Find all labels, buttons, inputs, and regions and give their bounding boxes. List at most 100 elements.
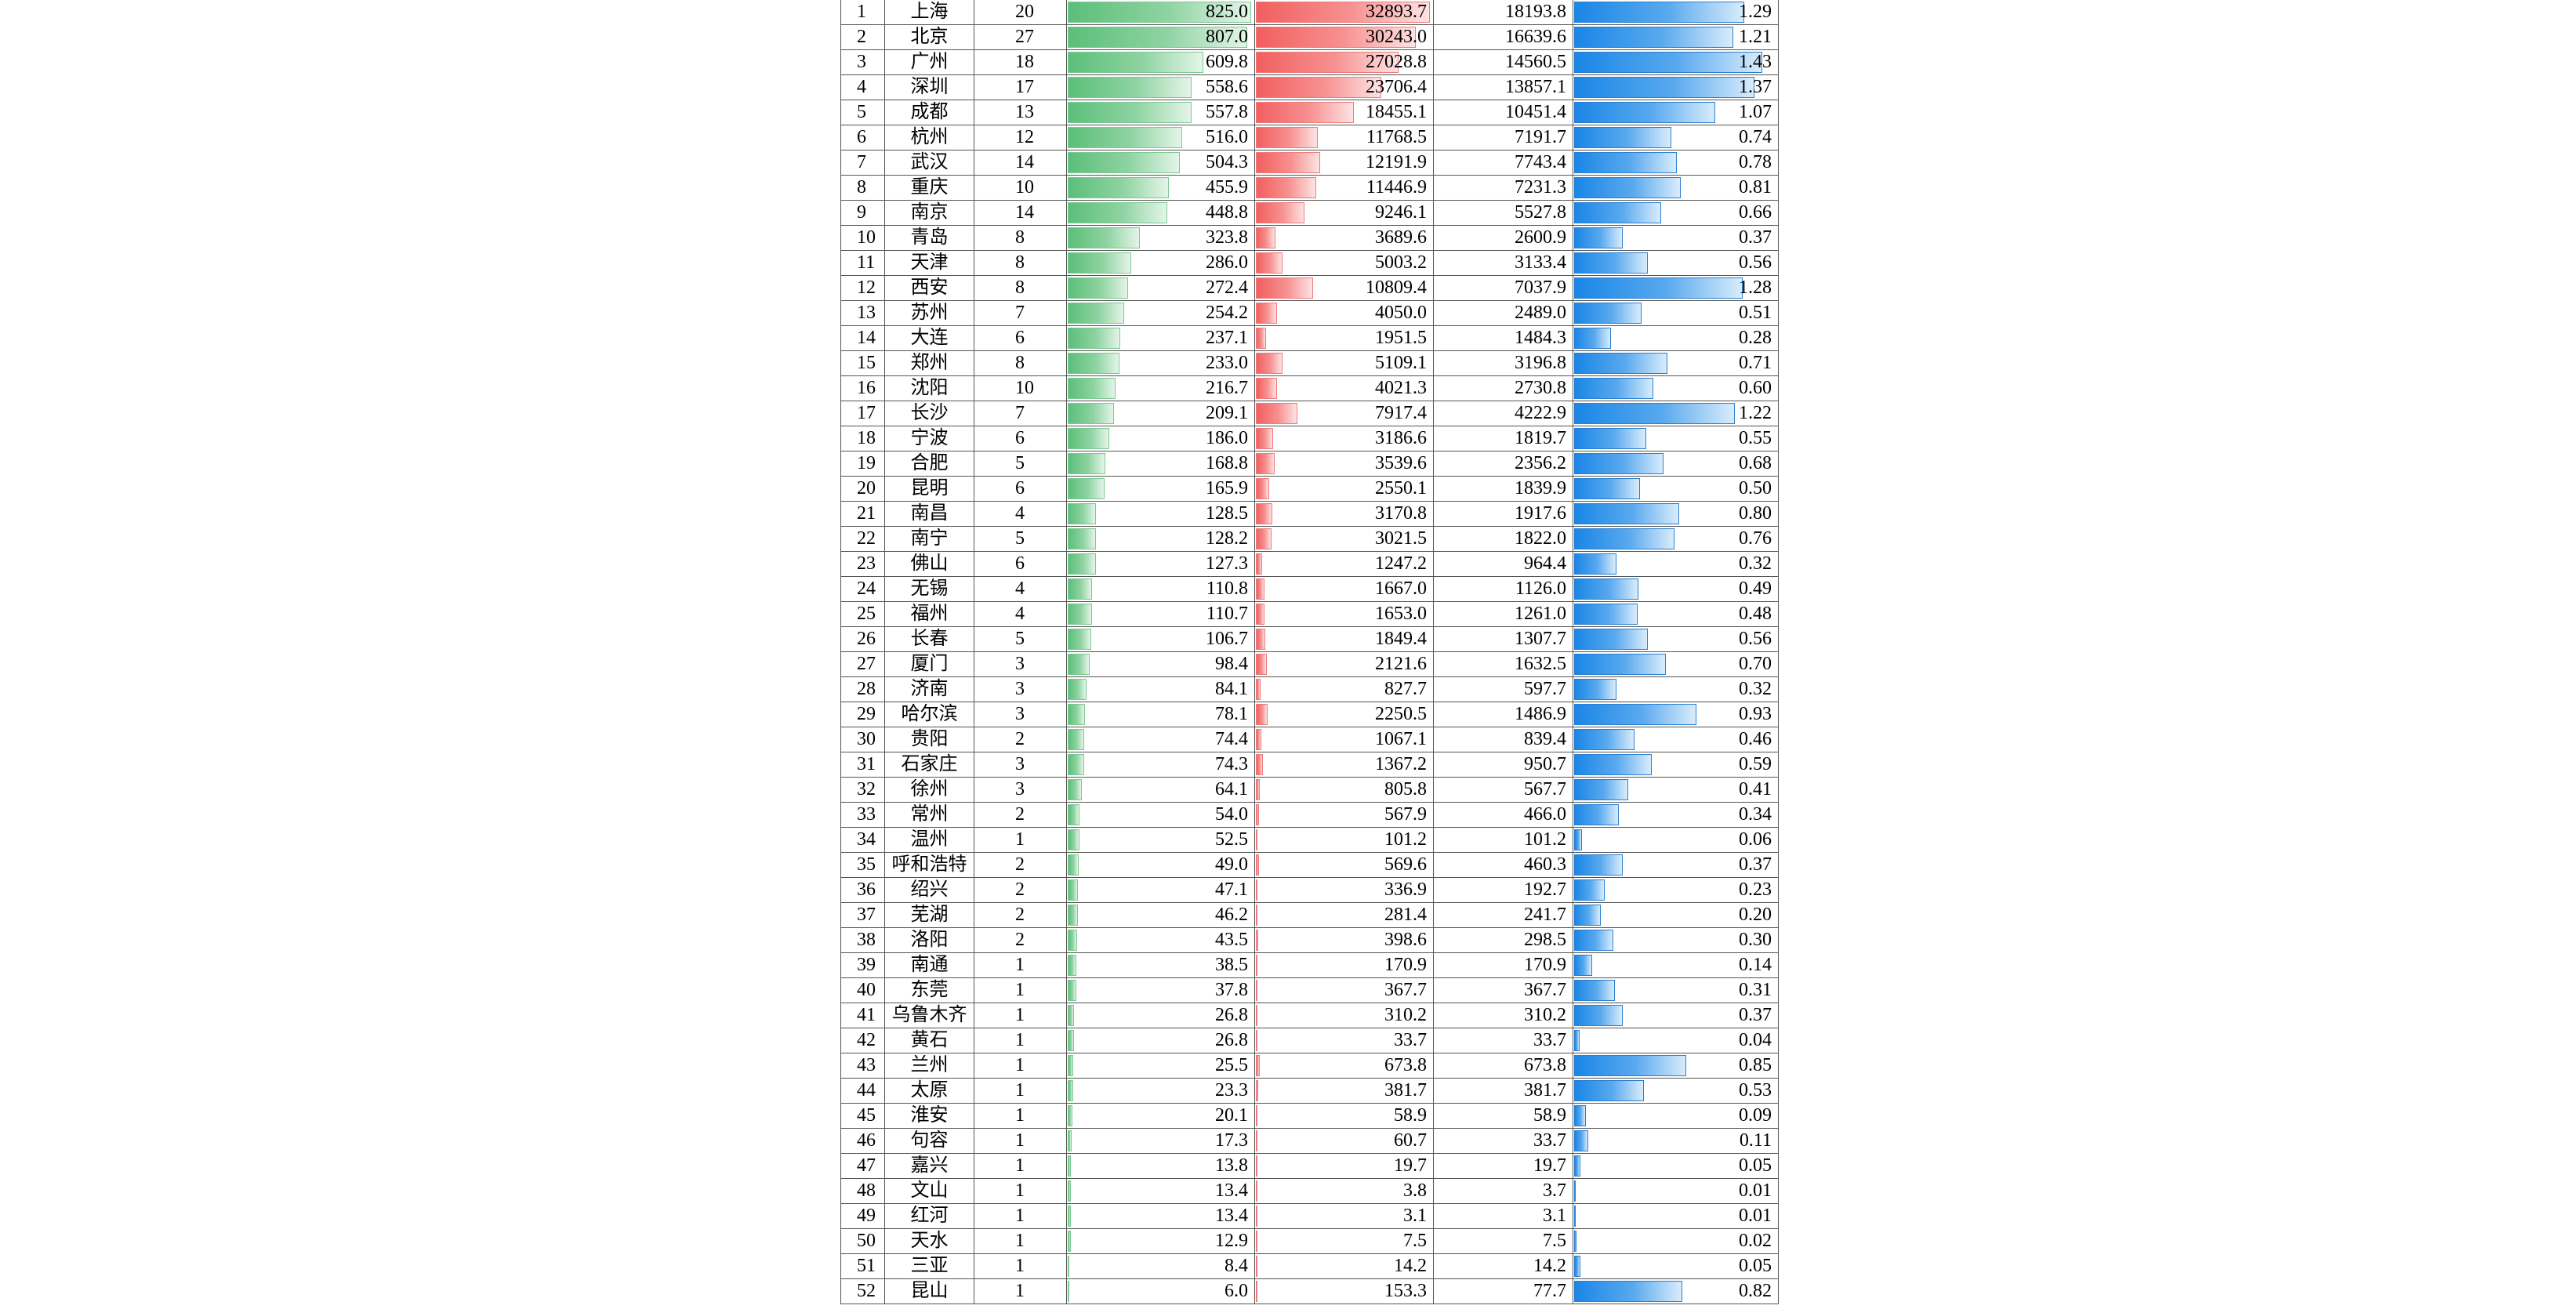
blue-bar-cell[interactable]: 0.50 <box>1573 477 1779 502</box>
blue-bar-cell[interactable]: 0.37 <box>1573 853 1779 878</box>
rank-cell[interactable]: 6 <box>841 125 885 150</box>
value-cell[interactable]: 241.7 <box>1434 903 1573 928</box>
red-bar-cell[interactable]: 3.1 <box>1255 1204 1434 1229</box>
green-bar-cell[interactable]: 26.8 <box>1067 1028 1255 1053</box>
value-cell[interactable]: 673.8 <box>1434 1053 1573 1079</box>
value-cell[interactable]: 7743.4 <box>1434 150 1573 176</box>
red-bar-cell[interactable]: 170.9 <box>1255 953 1434 978</box>
green-bar-cell[interactable]: 54.0 <box>1067 803 1255 828</box>
value-cell[interactable]: 466.0 <box>1434 803 1573 828</box>
blue-bar-cell[interactable]: 0.56 <box>1573 627 1779 652</box>
count-cell[interactable]: 8 <box>974 276 1067 301</box>
value-cell[interactable]: 5527.8 <box>1434 201 1573 226</box>
count-cell[interactable]: 2 <box>974 878 1067 903</box>
value-cell[interactable]: 10451.4 <box>1434 100 1573 125</box>
count-cell[interactable]: 3 <box>974 778 1067 803</box>
count-cell[interactable]: 10 <box>974 376 1067 401</box>
city-cell[interactable]: 温州 <box>885 828 974 853</box>
count-cell[interactable]: 1 <box>974 1254 1067 1279</box>
count-cell[interactable]: 27 <box>974 25 1067 50</box>
rank-cell[interactable]: 28 <box>841 677 885 702</box>
city-cell[interactable]: 青岛 <box>885 226 974 251</box>
green-bar-cell[interactable]: 74.4 <box>1067 727 1255 752</box>
blue-bar-cell[interactable]: 0.53 <box>1573 1079 1779 1104</box>
blue-bar-cell[interactable]: 0.93 <box>1573 702 1779 727</box>
city-cell[interactable]: 贵阳 <box>885 727 974 752</box>
red-bar-cell[interactable]: 27028.8 <box>1255 50 1434 75</box>
red-bar-cell[interactable]: 12191.9 <box>1255 150 1434 176</box>
rank-cell[interactable]: 23 <box>841 552 885 577</box>
blue-bar-cell[interactable]: 1.28 <box>1573 276 1779 301</box>
rank-cell[interactable]: 10 <box>841 226 885 251</box>
count-cell[interactable]: 10 <box>974 176 1067 201</box>
blue-bar-cell[interactable]: 0.20 <box>1573 903 1779 928</box>
green-bar-cell[interactable]: 455.9 <box>1067 176 1255 201</box>
red-bar-cell[interactable]: 60.7 <box>1255 1129 1434 1154</box>
green-bar-cell[interactable]: 23.3 <box>1067 1079 1255 1104</box>
red-bar-cell[interactable]: 10809.4 <box>1255 276 1434 301</box>
city-cell[interactable]: 太原 <box>885 1079 974 1104</box>
green-bar-cell[interactable]: 43.5 <box>1067 928 1255 953</box>
value-cell[interactable]: 7037.9 <box>1434 276 1573 301</box>
value-cell[interactable]: 2600.9 <box>1434 226 1573 251</box>
blue-bar-cell[interactable]: 0.37 <box>1573 226 1779 251</box>
green-bar-cell[interactable]: 6.0 <box>1067 1279 1255 1304</box>
value-cell[interactable]: 298.5 <box>1434 928 1573 953</box>
count-cell[interactable]: 1 <box>974 1079 1067 1104</box>
city-cell[interactable]: 福州 <box>885 602 974 627</box>
red-bar-cell[interactable]: 33.7 <box>1255 1028 1434 1053</box>
rank-cell[interactable]: 19 <box>841 451 885 477</box>
rank-cell[interactable]: 26 <box>841 627 885 652</box>
red-bar-cell[interactable]: 673.8 <box>1255 1053 1434 1079</box>
city-cell[interactable]: 昆山 <box>885 1279 974 1304</box>
blue-bar-cell[interactable]: 0.23 <box>1573 878 1779 903</box>
green-bar-cell[interactable]: 64.1 <box>1067 778 1255 803</box>
count-cell[interactable]: 1 <box>974 1129 1067 1154</box>
count-cell[interactable]: 1 <box>974 1053 1067 1079</box>
value-cell[interactable]: 1484.3 <box>1434 326 1573 351</box>
value-cell[interactable]: 1839.9 <box>1434 477 1573 502</box>
green-bar-cell[interactable]: 49.0 <box>1067 853 1255 878</box>
city-cell[interactable]: 乌鲁木齐 <box>885 1003 974 1028</box>
value-cell[interactable]: 4222.9 <box>1434 401 1573 426</box>
blue-bar-cell[interactable]: 0.78 <box>1573 150 1779 176</box>
green-bar-cell[interactable]: 47.1 <box>1067 878 1255 903</box>
green-bar-cell[interactable]: 52.5 <box>1067 828 1255 853</box>
city-cell[interactable]: 深圳 <box>885 75 974 100</box>
green-bar-cell[interactable]: 78.1 <box>1067 702 1255 727</box>
red-bar-cell[interactable]: 567.9 <box>1255 803 1434 828</box>
red-bar-cell[interactable]: 3539.6 <box>1255 451 1434 477</box>
city-cell[interactable]: 东莞 <box>885 978 974 1003</box>
red-bar-cell[interactable]: 336.9 <box>1255 878 1434 903</box>
count-cell[interactable]: 5 <box>974 627 1067 652</box>
blue-bar-cell[interactable]: 0.09 <box>1573 1104 1779 1129</box>
green-bar-cell[interactable]: 84.1 <box>1067 677 1255 702</box>
rank-cell[interactable]: 42 <box>841 1028 885 1053</box>
blue-bar-cell[interactable]: 0.31 <box>1573 978 1779 1003</box>
city-cell[interactable]: 合肥 <box>885 451 974 477</box>
red-bar-cell[interactable]: 7917.4 <box>1255 401 1434 426</box>
value-cell[interactable]: 1819.7 <box>1434 426 1573 451</box>
value-cell[interactable]: 597.7 <box>1434 677 1573 702</box>
count-cell[interactable]: 7 <box>974 301 1067 326</box>
rank-cell[interactable]: 25 <box>841 602 885 627</box>
blue-bar-cell[interactable]: 0.41 <box>1573 778 1779 803</box>
value-cell[interactable]: 7191.7 <box>1434 125 1573 150</box>
blue-bar-cell[interactable]: 0.82 <box>1573 1279 1779 1304</box>
count-cell[interactable]: 1 <box>974 1003 1067 1028</box>
blue-bar-cell[interactable]: 1.07 <box>1573 100 1779 125</box>
rank-cell[interactable]: 48 <box>841 1179 885 1204</box>
count-cell[interactable]: 1 <box>974 1028 1067 1053</box>
city-cell[interactable]: 长沙 <box>885 401 974 426</box>
green-bar-cell[interactable]: 20.1 <box>1067 1104 1255 1129</box>
value-cell[interactable]: 839.4 <box>1434 727 1573 752</box>
red-bar-cell[interactable]: 153.3 <box>1255 1279 1434 1304</box>
value-cell[interactable]: 3.7 <box>1434 1179 1573 1204</box>
red-bar-cell[interactable]: 5003.2 <box>1255 251 1434 276</box>
rank-cell[interactable]: 9 <box>841 201 885 226</box>
blue-bar-cell[interactable]: 0.55 <box>1573 426 1779 451</box>
red-bar-cell[interactable]: 1367.2 <box>1255 752 1434 778</box>
red-bar-cell[interactable]: 805.8 <box>1255 778 1434 803</box>
count-cell[interactable]: 1 <box>974 1229 1067 1254</box>
city-cell[interactable]: 成都 <box>885 100 974 125</box>
